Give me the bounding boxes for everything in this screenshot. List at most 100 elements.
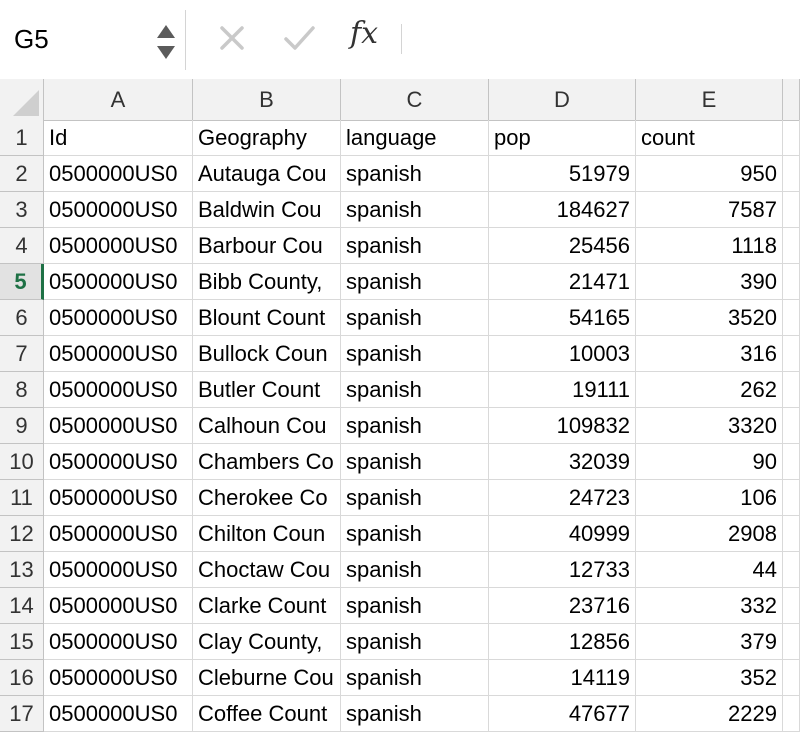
cell-d8[interactable]: 19111 <box>489 372 636 408</box>
row-header[interactable]: 4 <box>0 228 44 264</box>
cell-a16[interactable]: 0500000US0 <box>44 660 193 696</box>
cell-c14[interactable]: spanish <box>341 588 489 624</box>
cell-a10[interactable]: 0500000US0 <box>44 444 193 480</box>
cell-d15[interactable]: 12856 <box>489 624 636 660</box>
cell-f4[interactable] <box>783 228 800 264</box>
cross-icon[interactable] <box>214 20 250 56</box>
cell-a3[interactable]: 0500000US0 <box>44 192 193 228</box>
cell-c9[interactable]: spanish <box>341 408 489 444</box>
cell-b12[interactable]: Chilton Coun <box>193 516 341 552</box>
cell-c6[interactable]: spanish <box>341 300 489 336</box>
cell-e9[interactable]: 3320 <box>636 408 783 444</box>
cell-a2[interactable]: 0500000US0 <box>44 156 193 192</box>
cell-c17[interactable]: spanish <box>341 696 489 732</box>
up-down-stepper-icon[interactable] <box>157 19 177 63</box>
cell-c15[interactable]: spanish <box>341 624 489 660</box>
fx-icon[interactable]: fx <box>350 16 379 51</box>
cell-c16[interactable]: spanish <box>341 660 489 696</box>
cell-a12[interactable]: 0500000US0 <box>44 516 193 552</box>
cell-c8[interactable]: spanish <box>341 372 489 408</box>
row-header[interactable]: 12 <box>0 516 44 552</box>
cell-b14[interactable]: Clarke Count <box>193 588 341 624</box>
cell-b1[interactable]: Geography <box>193 120 341 156</box>
row-header[interactable]: 13 <box>0 552 44 588</box>
cell-e6[interactable]: 3520 <box>636 300 783 336</box>
cell-a15[interactable]: 0500000US0 <box>44 624 193 660</box>
column-header-b[interactable]: B <box>193 79 341 120</box>
cell-c3[interactable]: spanish <box>341 192 489 228</box>
cell-f5[interactable] <box>783 264 800 300</box>
cell-c12[interactable]: spanish <box>341 516 489 552</box>
cell-f8[interactable] <box>783 372 800 408</box>
cell-b6[interactable]: Blount Count <box>193 300 341 336</box>
cell-c10[interactable]: spanish <box>341 444 489 480</box>
chevron-down-icon[interactable] <box>157 46 175 59</box>
cell-f9[interactable] <box>783 408 800 444</box>
row-header[interactable]: 6 <box>0 300 44 336</box>
cell-b10[interactable]: Chambers Co <box>193 444 341 480</box>
cell-c7[interactable]: spanish <box>341 336 489 372</box>
column-header-c[interactable]: C <box>341 79 489 120</box>
cell-f15[interactable] <box>783 624 800 660</box>
cell-e10[interactable]: 90 <box>636 444 783 480</box>
cell-b17[interactable]: Coffee Count <box>193 696 341 732</box>
row-header[interactable]: 11 <box>0 480 44 516</box>
cell-a13[interactable]: 0500000US0 <box>44 552 193 588</box>
cell-f3[interactable] <box>783 192 800 228</box>
cell-d1[interactable]: pop <box>489 120 636 156</box>
cell-f10[interactable] <box>783 444 800 480</box>
row-header[interactable]: 7 <box>0 336 44 372</box>
row-header[interactable]: 1 <box>0 120 44 156</box>
cell-e4[interactable]: 1118 <box>636 228 783 264</box>
cell-b9[interactable]: Calhoun Cou <box>193 408 341 444</box>
cell-f1[interactable] <box>783 120 800 156</box>
cell-a4[interactable]: 0500000US0 <box>44 228 193 264</box>
cell-e15[interactable]: 379 <box>636 624 783 660</box>
column-header-d[interactable]: D <box>489 79 636 120</box>
select-all-corner[interactable] <box>0 79 44 120</box>
cell-e11[interactable]: 106 <box>636 480 783 516</box>
cell-f7[interactable] <box>783 336 800 372</box>
cell-a5[interactable]: 0500000US0 <box>44 264 193 300</box>
cell-c2[interactable]: spanish <box>341 156 489 192</box>
row-header[interactable]: 10 <box>0 444 44 480</box>
cell-b13[interactable]: Choctaw Cou <box>193 552 341 588</box>
cell-a14[interactable]: 0500000US0 <box>44 588 193 624</box>
cell-b7[interactable]: Bullock Coun <box>193 336 341 372</box>
cell-e1[interactable]: count <box>636 120 783 156</box>
cell-e2[interactable]: 950 <box>636 156 783 192</box>
cell-f16[interactable] <box>783 660 800 696</box>
cell-d14[interactable]: 23716 <box>489 588 636 624</box>
cell-e3[interactable]: 7587 <box>636 192 783 228</box>
cell-a1[interactable]: Id <box>44 120 193 156</box>
formula-input[interactable] <box>410 16 790 56</box>
cell-d17[interactable]: 47677 <box>489 696 636 732</box>
cell-d7[interactable]: 10003 <box>489 336 636 372</box>
row-header[interactable]: 9 <box>0 408 44 444</box>
cell-d9[interactable]: 109832 <box>489 408 636 444</box>
cell-d13[interactable]: 12733 <box>489 552 636 588</box>
cell-d2[interactable]: 51979 <box>489 156 636 192</box>
cell-e16[interactable]: 352 <box>636 660 783 696</box>
cell-b5[interactable]: Bibb County, <box>193 264 341 300</box>
cell-f17[interactable] <box>783 696 800 732</box>
chevron-up-icon[interactable] <box>157 25 175 38</box>
cell-d16[interactable]: 14119 <box>489 660 636 696</box>
cell-a17[interactable]: 0500000US0 <box>44 696 193 732</box>
column-header-a[interactable]: A <box>44 79 193 120</box>
cell-f6[interactable] <box>783 300 800 336</box>
column-header-e[interactable]: E <box>636 79 783 120</box>
name-box[interactable]: G5 <box>0 10 186 70</box>
cell-f12[interactable] <box>783 516 800 552</box>
cell-e7[interactable]: 316 <box>636 336 783 372</box>
cell-c13[interactable]: spanish <box>341 552 489 588</box>
cell-d11[interactable]: 24723 <box>489 480 636 516</box>
row-header[interactable]: 15 <box>0 624 44 660</box>
cell-a7[interactable]: 0500000US0 <box>44 336 193 372</box>
cell-d4[interactable]: 25456 <box>489 228 636 264</box>
cell-e5[interactable]: 390 <box>636 264 783 300</box>
row-header[interactable]: 2 <box>0 156 44 192</box>
row-header[interactable]: 14 <box>0 588 44 624</box>
cell-c11[interactable]: spanish <box>341 480 489 516</box>
cell-e17[interactable]: 2229 <box>636 696 783 732</box>
